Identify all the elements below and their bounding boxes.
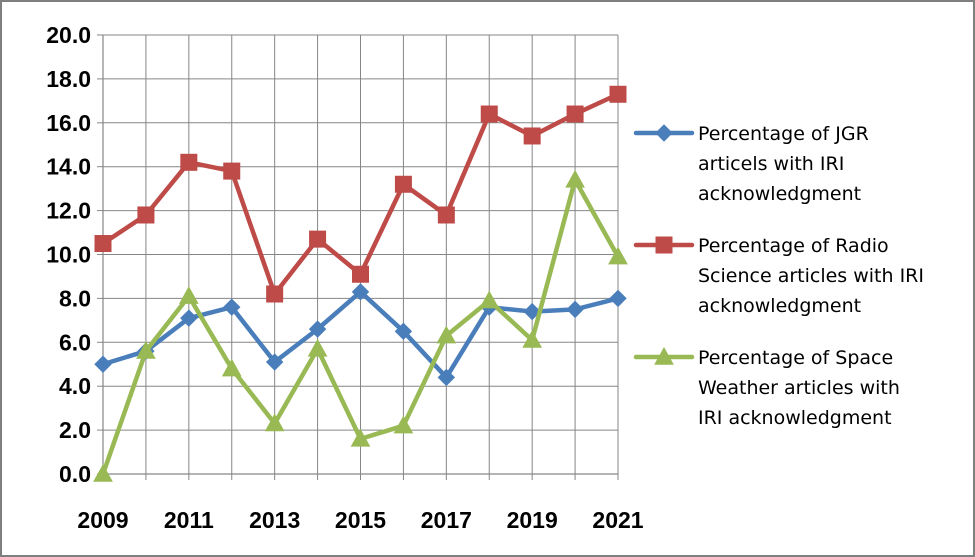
- legend-label: Percentage of Radio: [698, 235, 889, 257]
- y-axis-tick-labels: 0.0 2.0 4.0 6.0 8.0 10.0 12.0 14.0 16.0 18.0 20.0: [46, 22, 91, 487]
- series-3: [93, 169, 628, 482]
- series-2: [94, 85, 627, 303]
- data-point: [223, 298, 241, 316]
- data-point: [608, 246, 628, 265]
- data-point: [350, 428, 371, 447]
- y-tick-label: 8.0: [59, 285, 91, 311]
- y-tick-label: 12.0: [46, 198, 91, 224]
- data-point: [566, 105, 584, 123]
- data-point: [394, 175, 412, 193]
- legend-marker: [655, 124, 673, 142]
- data-point: [352, 265, 369, 283]
- grid: [102, 34, 619, 475]
- legend-label: Science articles with IRI: [698, 265, 924, 287]
- legend-label: Weather articles with: [698, 377, 900, 399]
- y-tick-label: 4.0: [59, 373, 91, 399]
- y-tick-label: 6.0: [59, 329, 91, 355]
- legend-label: IRI acknowledgment: [698, 407, 892, 429]
- data-point: [309, 230, 327, 248]
- x-tick-label: 2017: [421, 507, 472, 533]
- legend-label: acknowledgment: [698, 183, 861, 205]
- legend-marker: [654, 346, 674, 365]
- legend-entry-2: Percentage of Radio Science articles with…: [633, 235, 924, 317]
- legend-entry-1: Percentage of JGR articels with IRI acknow…: [633, 123, 869, 205]
- data-point: [137, 206, 155, 224]
- data-point: [178, 286, 199, 304]
- legend: Percentage of JGR articels with IRI acknow…: [633, 123, 924, 429]
- x-tick-label: 2021: [592, 507, 643, 533]
- data-point: [523, 302, 541, 321]
- series: [93, 85, 628, 482]
- data-point: [609, 85, 627, 103]
- x-tick-label: 2013: [249, 507, 300, 533]
- axes: [97, 34, 619, 480]
- y-tick-label: 16.0: [46, 110, 91, 136]
- y-tick-label: 2.0: [59, 417, 91, 443]
- legend-label: Percentage of JGR: [698, 123, 869, 145]
- data-point: [436, 325, 457, 344]
- y-tick-label: 0.0: [59, 461, 91, 487]
- data-point: [393, 415, 414, 434]
- data-point: [437, 206, 455, 224]
- data-point: [609, 289, 627, 308]
- series-1: [94, 283, 627, 387]
- legend-entry-3: Percentage of Space Weather articles with…: [633, 346, 900, 429]
- data-point: [223, 162, 241, 180]
- data-point: [93, 463, 113, 482]
- x-tick-label: 2011: [164, 507, 214, 533]
- data-point: [308, 320, 327, 338]
- y-tick-label: 20.0: [46, 22, 91, 48]
- data-point: [94, 355, 112, 373]
- y-tick-label: 14.0: [46, 154, 91, 180]
- data-point: [566, 300, 584, 319]
- data-point: [94, 235, 112, 253]
- data-point: [221, 358, 242, 377]
- data-point: [351, 283, 370, 301]
- data-point: [523, 127, 541, 145]
- legend-label: Percentage of Space: [698, 347, 893, 369]
- data-point: [266, 285, 284, 303]
- y-tick-label: 10.0: [46, 242, 91, 268]
- legend-marker: [655, 236, 673, 254]
- data-point: [480, 105, 498, 123]
- data-point: [479, 290, 500, 309]
- data-point: [522, 330, 543, 348]
- data-point: [565, 169, 585, 188]
- data-point: [180, 153, 198, 171]
- x-tick-label: 2019: [507, 507, 558, 533]
- x-tick-label: 2015: [335, 507, 386, 533]
- data-point: [307, 338, 328, 357]
- legend-label: articels with IRI: [698, 153, 844, 175]
- data-point: [437, 368, 456, 387]
- legend-label: acknowledgment: [698, 295, 861, 317]
- x-tick-label: 2009: [77, 507, 128, 533]
- data-point: [136, 341, 156, 359]
- data-point: [394, 322, 413, 341]
- data-point: [180, 309, 198, 327]
- data-point: [265, 353, 284, 371]
- x-axis-tick-labels: 2009 2011 2013 2015 2017 2019 2021: [77, 507, 643, 533]
- y-tick-label: 18.0: [46, 66, 91, 92]
- data-point: [264, 413, 285, 432]
